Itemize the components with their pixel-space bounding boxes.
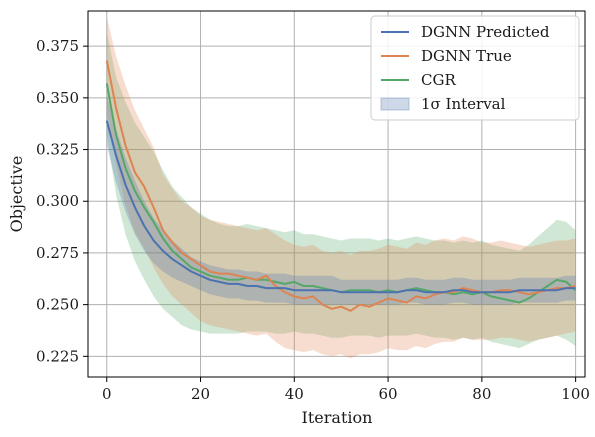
y-tick-label-4: 0.325 xyxy=(36,141,79,159)
y-tick-label-5: 0.350 xyxy=(36,89,79,107)
y-tick-label-0: 0.225 xyxy=(36,347,79,365)
legend-label-dgnn-predicted: DGNN Predicted xyxy=(421,23,550,41)
legend: DGNN Predicted DGNN True CGR 1σ Interval xyxy=(370,15,580,121)
legend-label-interval: 1σ Interval xyxy=(421,95,506,113)
y-tick-label-3: 0.300 xyxy=(36,192,79,210)
legend-swatch-interval xyxy=(380,97,410,111)
x-axis-label: Iteration xyxy=(302,408,373,427)
y-tick-label-2: 0.275 xyxy=(36,244,79,262)
x-tick-label-3: 60 xyxy=(379,385,398,403)
line-dgnn-true xyxy=(105,60,576,312)
x-tick-label-5: 100 xyxy=(561,385,590,403)
y-axis-label: Objective xyxy=(7,156,26,233)
legend-label-dgnn-true: DGNN True xyxy=(421,47,512,65)
legend-box xyxy=(370,15,580,121)
x-tick-label-4: 80 xyxy=(472,385,491,403)
band-dgnn-predicted xyxy=(106,95,576,305)
x-axis-ticks: 0 20 40 60 80 100 xyxy=(102,377,590,403)
x-tick-label-2: 40 xyxy=(285,385,304,403)
band-cgr xyxy=(106,31,576,349)
line-dgnn-predicted xyxy=(105,120,576,294)
x-tick-label-1: 20 xyxy=(191,385,210,403)
plot-frame xyxy=(87,10,586,378)
y-tick-label-6: 0.375 xyxy=(36,37,79,55)
legend-label-cgr: CGR xyxy=(421,71,456,89)
x-tick-label-0: 0 xyxy=(102,385,112,403)
grid xyxy=(88,11,585,377)
y-axis-ticks: 0.225 0.250 0.275 0.300 0.325 0.350 0.375 xyxy=(36,37,88,365)
y-tick-label-1: 0.250 xyxy=(36,296,79,314)
plot-data xyxy=(105,17,577,359)
